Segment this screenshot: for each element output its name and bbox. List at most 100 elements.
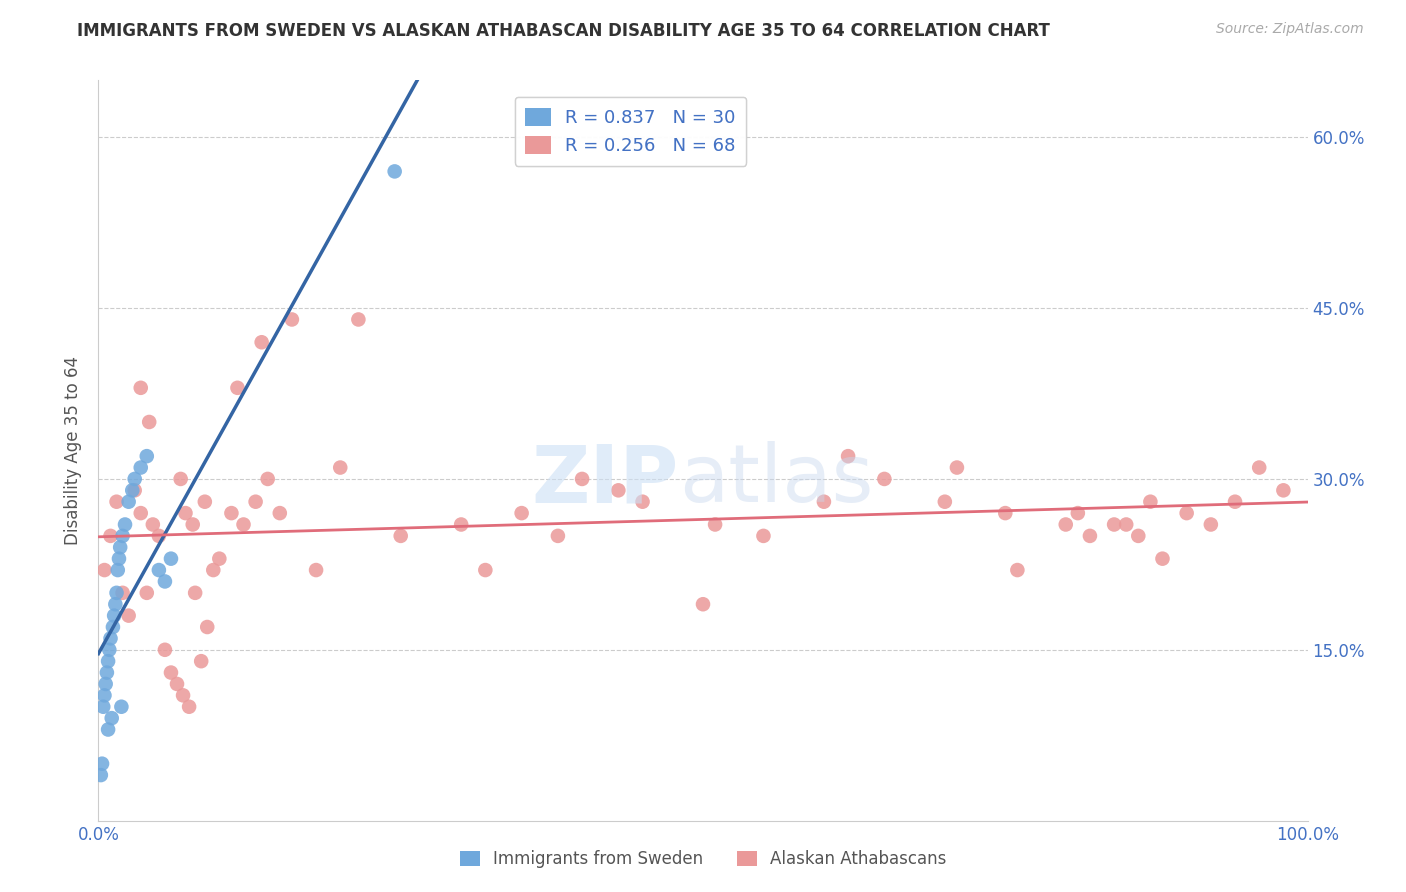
Point [110,699,132,714]
Point [250,335,273,350]
Point [1223,494,1246,508]
Point [148,563,170,577]
Point [105,586,128,600]
Point [1067,506,1090,520]
Point [166,677,188,691]
Y-axis label: Disability Age 35 to 64: Disability Age 35 to 64 [65,356,83,545]
Legend: R = 0.837   N = 30, R = 0.256   N = 68: R = 0.837 N = 30, R = 0.256 N = 68 [515,96,747,166]
Point [114,517,136,532]
Point [104,597,127,611]
Point [547,529,569,543]
Point [148,529,170,543]
Point [129,381,152,395]
Point [96,665,118,680]
Point [1054,517,1077,532]
Point [1102,517,1125,532]
Point [1272,483,1295,498]
Point [631,494,654,508]
Point [135,586,157,600]
Text: Source: ZipAtlas.com: Source: ZipAtlas.com [1216,22,1364,37]
Point [111,529,134,543]
Point [153,642,176,657]
Point [108,551,131,566]
Point [160,551,183,566]
Point [101,620,124,634]
Point [118,608,141,623]
Point [384,164,406,178]
Point [129,506,152,520]
Point [1139,494,1161,508]
Point [571,472,593,486]
Point [1007,563,1029,577]
Point [1115,517,1137,532]
Point [138,415,160,429]
Point [103,608,125,623]
Point [100,711,122,725]
Point [121,483,143,498]
Point [1249,460,1271,475]
Point [153,574,176,589]
Point [91,699,114,714]
Point [946,460,969,475]
Point [90,768,112,782]
Point [174,506,197,520]
Point [97,654,120,668]
Point [172,689,194,703]
Point [111,586,134,600]
Point [221,506,243,520]
Text: IMMIGRANTS FROM SWEDEN VS ALASKAN ATHABASCAN DISABILITY AGE 35 TO 64 CORRELATION: IMMIGRANTS FROM SWEDEN VS ALASKAN ATHABA… [77,22,1050,40]
Point [100,632,122,646]
Point [281,312,304,326]
Point [269,506,291,520]
Point [124,483,146,498]
Text: atlas: atlas [679,441,873,519]
Legend: Immigrants from Sweden, Alaskan Athabascans: Immigrants from Sweden, Alaskan Athabasc… [453,844,953,875]
Point [179,699,201,714]
Point [208,551,231,566]
Point [108,541,131,555]
Point [93,689,115,703]
Point [510,506,533,520]
Point [135,449,157,463]
Point [305,563,328,577]
Point [256,472,278,486]
Point [118,494,141,508]
Point [98,642,121,657]
Point [94,677,117,691]
Point [837,449,859,463]
Point [124,472,146,486]
Point [704,517,727,532]
Point [994,506,1017,520]
Point [160,665,183,680]
Point [813,494,835,508]
Point [142,517,165,532]
Point [1199,517,1222,532]
Point [1152,551,1174,566]
Point [450,517,472,532]
Point [329,460,352,475]
Point [129,460,152,475]
Point [226,381,249,395]
Point [873,472,896,486]
Point [105,494,128,508]
Point [91,756,114,771]
Point [181,517,204,532]
Point [107,563,129,577]
Point [184,586,207,600]
Point [474,563,496,577]
Point [93,563,115,577]
Point [194,494,217,508]
Text: ZIP: ZIP [531,441,679,519]
Point [245,494,267,508]
Point [1128,529,1150,543]
Point [190,654,212,668]
Point [232,517,254,532]
Point [692,597,714,611]
Point [607,483,630,498]
Point [195,620,218,634]
Point [100,529,122,543]
Point [169,472,191,486]
Point [934,494,956,508]
Point [202,563,225,577]
Point [1175,506,1198,520]
